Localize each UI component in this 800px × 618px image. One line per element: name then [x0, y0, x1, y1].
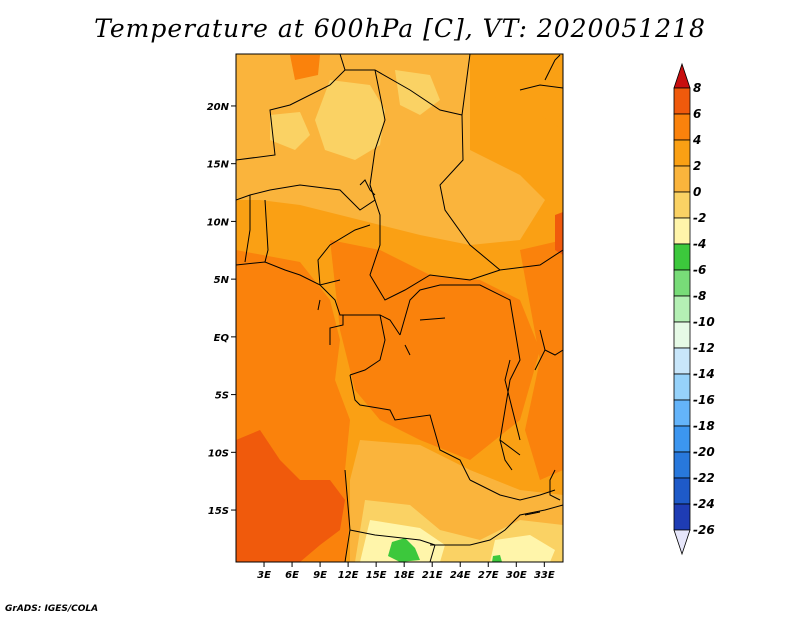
colorbar-swatch	[673, 139, 691, 167]
field-0-2-sahara	[236, 54, 545, 245]
lat-tick-label: 5S	[215, 391, 229, 402]
lat-tick-label: 5N	[214, 275, 230, 286]
colorbar-label: -2	[693, 211, 706, 225]
field-minus4-minus2-southeast	[490, 535, 555, 562]
colorbar-swatch	[673, 399, 691, 427]
field-6-8-southwest	[236, 430, 345, 562]
credit-label: GrADS: IGES/COLA	[5, 604, 99, 614]
colorbar-swatch	[673, 347, 691, 375]
colorbar-swatch	[673, 165, 691, 193]
colorbar-swatch	[673, 295, 691, 323]
lat-tick-label: 10S	[208, 448, 229, 459]
field-minus6-minus4-spot	[388, 538, 420, 562]
colorbar-label: -20	[693, 445, 715, 459]
country-borders	[236, 54, 563, 562]
colorbar-label: -18	[693, 419, 715, 433]
temperature-field	[236, 54, 563, 562]
map-frame	[235, 53, 564, 563]
colorbar-swatch	[673, 503, 691, 531]
colorbar-swatch	[673, 87, 691, 115]
lat-tick-label: 20N	[207, 102, 230, 113]
lon-tick-label: 27E	[478, 570, 499, 581]
colorbar-swatch	[673, 191, 691, 219]
colorbar-label: 4	[692, 133, 701, 147]
lon-tick-label: 6E	[285, 570, 299, 581]
colorbar-label: -26	[693, 523, 715, 537]
field-minus2-0-northeast	[395, 70, 440, 115]
colorbar-swatch	[673, 269, 691, 297]
lon-tick-label: 21E	[422, 570, 443, 581]
lon-tick-label: 9E	[313, 570, 327, 581]
colorbar-label: -12	[693, 341, 715, 355]
lon-tick-label: 18E	[394, 570, 415, 581]
colorbar-label: 6	[693, 107, 701, 121]
lat-tick-label: 15N	[207, 160, 230, 171]
colorbar-label: -8	[693, 289, 706, 303]
field-2-4-ne	[470, 54, 563, 100]
colorbar-swatch	[673, 321, 691, 349]
field-4-6-north-patch	[290, 55, 320, 80]
lon-tick-label: 15E	[366, 570, 387, 581]
colorbar-label: 2	[693, 159, 701, 173]
colorbar-label: 0	[693, 185, 701, 199]
colorbar-bottom-arrow	[673, 529, 691, 556]
lon-tick-label: 3E	[257, 570, 271, 581]
field-minus2-0-west	[270, 112, 310, 150]
colorbar-swatch	[673, 113, 691, 141]
latitude-axis: 20N 15N 10N 5N EQ 5S 10S 15S	[207, 102, 236, 517]
colorbar-swatch	[673, 217, 691, 245]
lat-tick-label: 15S	[208, 506, 229, 517]
lon-tick-label: 33E	[534, 570, 555, 581]
colorbar-label: -22	[693, 471, 715, 485]
colorbar-swatch	[673, 373, 691, 401]
colorbar-label: -4	[693, 237, 706, 251]
colorbar-swatch	[673, 477, 691, 505]
colorbar-label: -6	[693, 263, 706, 277]
colorbar-swatch	[673, 425, 691, 453]
map-title: Temperature at 600hPa [C], VT: 202005121…	[94, 14, 706, 43]
lat-tick-label: EQ	[214, 333, 230, 344]
field-6-8-east-edge	[555, 212, 563, 255]
colorbar-top-arrow	[673, 62, 691, 89]
colorbar-label: -14	[693, 367, 715, 381]
colorbar-swatch	[673, 451, 691, 479]
lon-tick-label: 12E	[338, 570, 359, 581]
colorbar-swatch	[673, 243, 691, 271]
lat-tick-label: 10N	[207, 217, 230, 228]
lon-tick-label: 24E	[450, 570, 471, 581]
colorbar: 8 6 4 2 0 -2 -4 -6 -8 -10 -12 -14 -16 -18 -20 -22 -24 -26	[673, 62, 715, 556]
colorbar-label: -24	[693, 497, 715, 511]
lon-tick-label: 30E	[506, 570, 527, 581]
colorbar-label: 8	[693, 81, 701, 95]
colorbar-label: -10	[693, 315, 715, 329]
longitude-axis: 3E 6E 9E 12E 15E 18E 21E 24E 27E 30E 33E	[257, 562, 555, 581]
field-2-4-east	[475, 110, 563, 175]
field-4-6-east	[520, 240, 563, 480]
colorbar-label: -16	[693, 393, 715, 407]
field-minus2-0-north	[315, 80, 385, 160]
field-minus6-minus4-spot-2	[492, 555, 502, 562]
